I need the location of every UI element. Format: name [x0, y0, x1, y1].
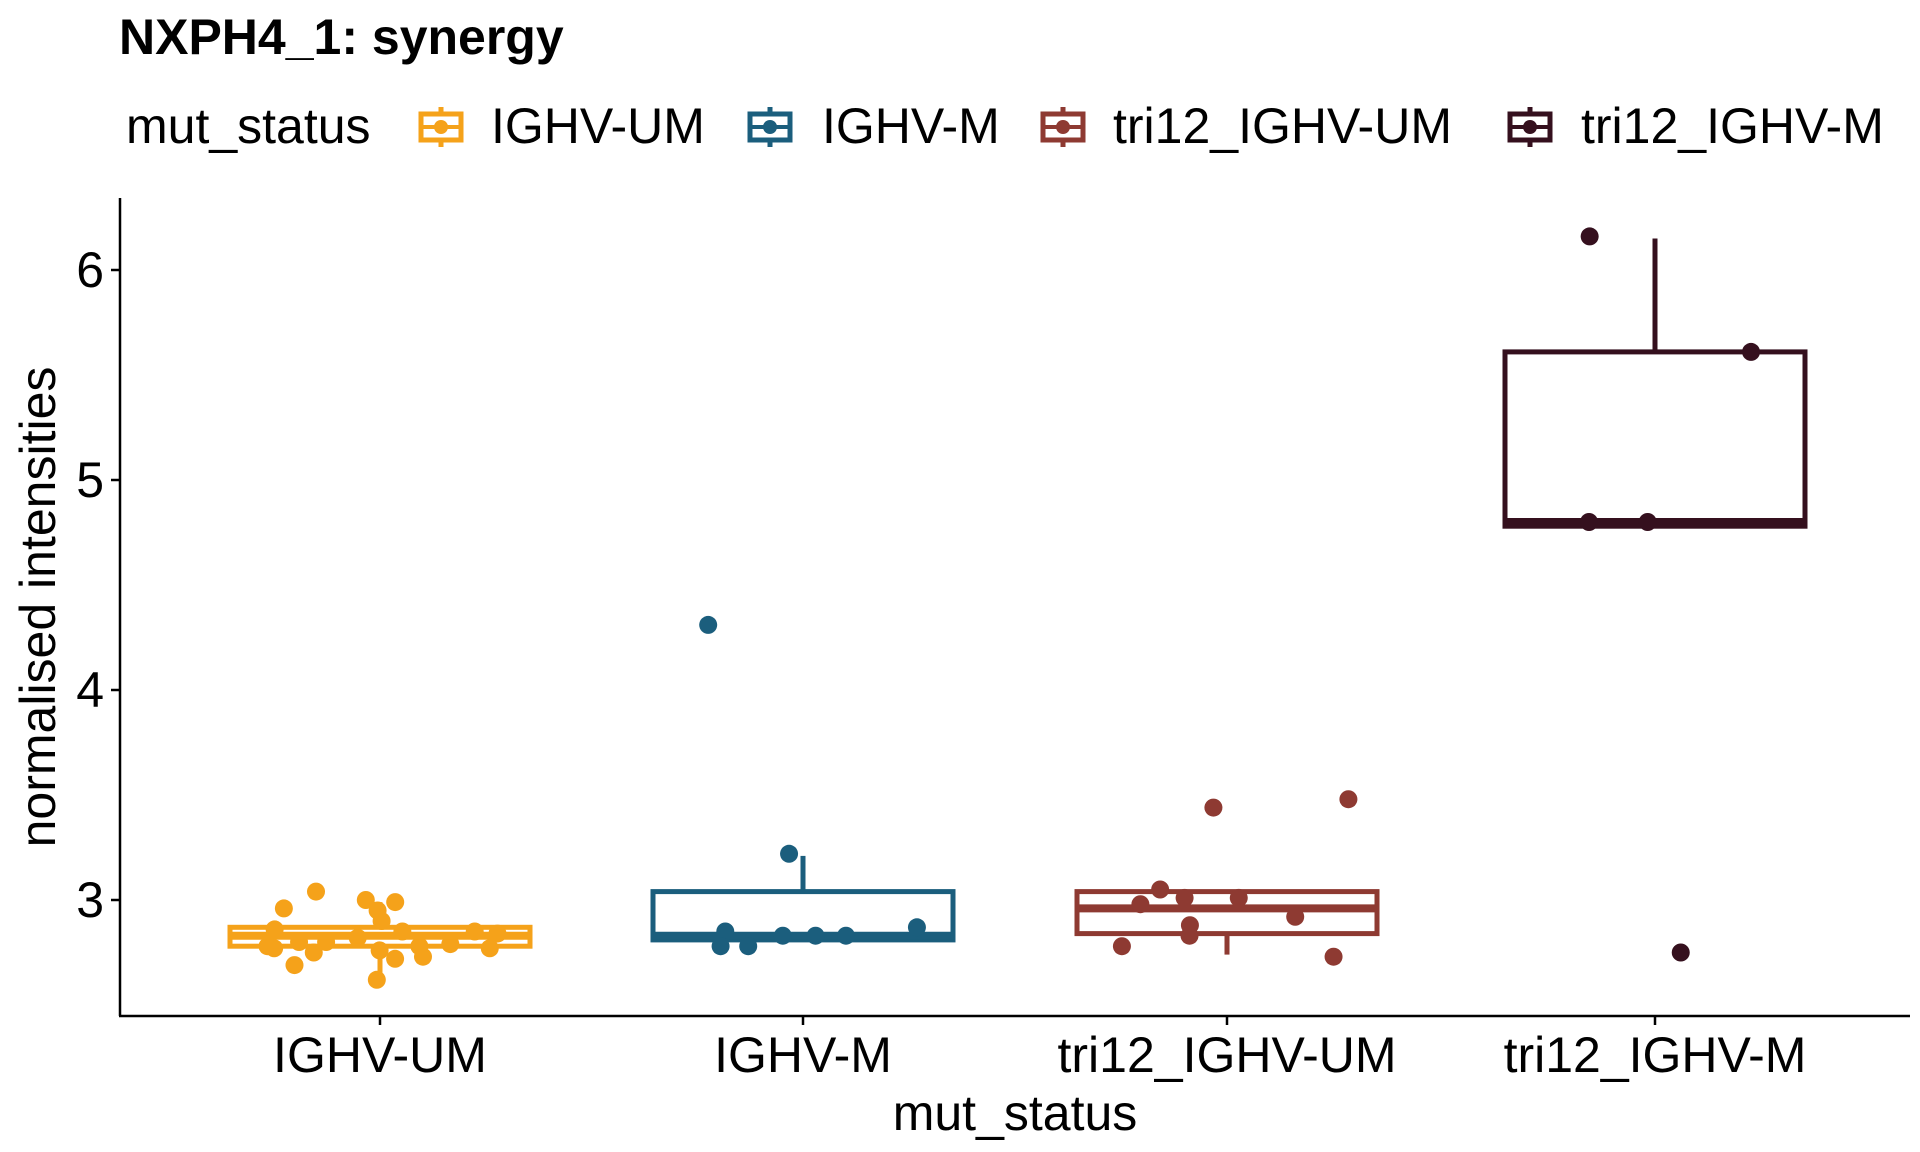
data-point: [317, 933, 336, 951]
x-axis-label: mut_status: [893, 1085, 1138, 1141]
box-tri12_IGHV-M: [1502, 227, 1808, 962]
legend-label: tri12_IGHV-UM: [1113, 98, 1452, 154]
box-IGHV-UM: [227, 882, 533, 989]
legend-key-point: [1056, 120, 1070, 134]
x-axis-ticks: IGHV-UM IGHV-M tri12_IGHV-UM tri12_IGHV-M: [273, 1016, 1806, 1083]
y-tick-label: 6: [76, 242, 104, 298]
data-point: [258, 937, 277, 956]
data-point: [465, 922, 484, 941]
x-tick-label: IGHV-UM: [273, 1027, 487, 1083]
chart-title: NXPH4_1: synergy: [119, 9, 564, 65]
data-point: [480, 939, 499, 958]
data-point: [265, 920, 284, 939]
data-point: [386, 949, 405, 968]
data-point: [806, 926, 825, 945]
data-point: [372, 912, 391, 930]
data-point: [304, 943, 323, 962]
data-point: [836, 926, 855, 945]
data-point: [386, 893, 405, 912]
data-point: [1112, 937, 1131, 956]
box-iqr: [1074, 889, 1380, 937]
data-point: [1671, 943, 1690, 962]
box-tri12_IGHV-UM: [1074, 790, 1380, 966]
data-point: [306, 882, 325, 901]
data-point: [274, 899, 293, 918]
data-point: [1286, 907, 1305, 926]
data-point: [773, 926, 792, 945]
data-point: [711, 937, 730, 956]
data-point: [1580, 227, 1599, 246]
data-point: [1339, 790, 1358, 809]
data-point: [1131, 895, 1150, 914]
legend-item-IGHV-UM: IGHV-UM: [418, 98, 705, 154]
data-point: [1742, 342, 1761, 361]
legend-title: mut_status: [126, 98, 371, 154]
legend: mut_status IGHV-UM IGHV-M tri12_IGHV-UM tri…: [126, 98, 1884, 154]
data-point: [699, 615, 718, 634]
y-tick-label: 5: [76, 452, 104, 508]
data-point: [716, 922, 735, 941]
data-point: [1180, 926, 1199, 945]
legend-key-point: [763, 120, 777, 134]
data-point: [907, 918, 926, 937]
x-tick-label: tri12_IGHV-M: [1504, 1027, 1807, 1083]
legend-label: IGHV-M: [822, 98, 1000, 154]
legend-item-tri12_IGHV-M: tri12_IGHV-M: [1507, 98, 1884, 154]
data-point: [780, 844, 799, 863]
box-iqr: [1502, 349, 1808, 529]
data-point: [1204, 798, 1223, 817]
data-point: [441, 935, 460, 954]
legend-key-point: [1523, 120, 1537, 134]
data-point: [739, 937, 758, 956]
data-point: [393, 922, 412, 941]
y-tick-label: 3: [76, 872, 104, 928]
data-point: [285, 956, 304, 975]
data-point: [290, 933, 309, 951]
plot-area: [227, 227, 1808, 989]
data-point: [356, 891, 375, 909]
y-axis-ticks: 3 4 5 6: [76, 242, 120, 928]
data-point: [1151, 880, 1170, 899]
data-point: [370, 941, 389, 960]
y-tick-label: 4: [76, 662, 104, 718]
data-point: [1638, 513, 1657, 531]
legend-item-tri12_IGHV-UM: tri12_IGHV-UM: [1040, 98, 1452, 154]
data-point: [413, 947, 432, 966]
data-point: [348, 928, 367, 947]
y-axis-label: normalised intensities: [10, 367, 66, 848]
legend-label: tri12_IGHV-M: [1581, 98, 1884, 154]
data-point: [488, 924, 507, 943]
x-tick-label: tri12_IGHV-UM: [1058, 1027, 1397, 1083]
x-tick-label: IGHV-M: [714, 1027, 892, 1083]
legend-key-point: [434, 120, 448, 134]
data-point: [1580, 513, 1599, 531]
legend-item-IGHV-M: IGHV-M: [747, 98, 1000, 154]
legend-label: IGHV-UM: [491, 98, 705, 154]
data-point: [1324, 947, 1343, 966]
data-point: [367, 970, 386, 989]
data-point: [1175, 888, 1194, 907]
data-point: [1229, 888, 1248, 907]
box-IGHV-M: [650, 615, 956, 956]
